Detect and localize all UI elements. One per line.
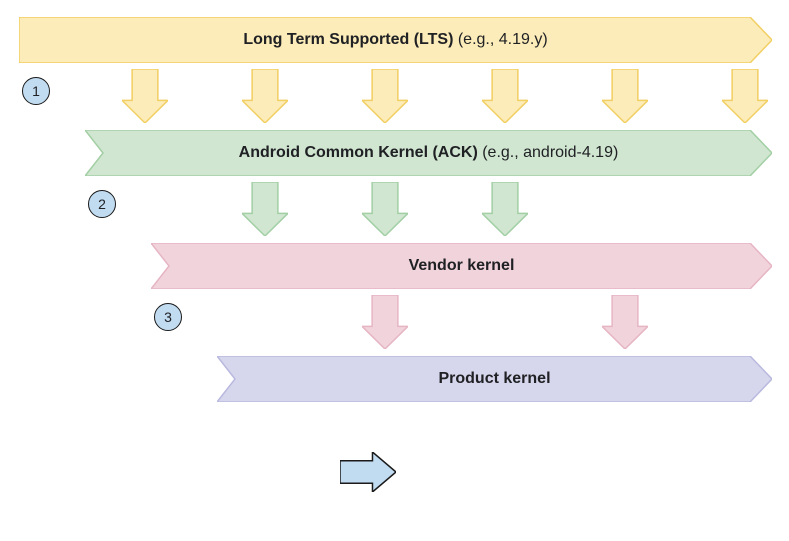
lts-bar: Long Term Supported (LTS) (e.g., 4.19.y) (19, 17, 772, 63)
time-arrow (340, 452, 396, 492)
down-arrow-icon (602, 69, 648, 123)
down-arrow-icon (362, 295, 408, 349)
down-arrow-icon (362, 69, 408, 123)
ack-bar: Android Common Kernel (ACK) (e.g., andro… (85, 130, 772, 176)
vendor-bar: Vendor kernel (151, 243, 772, 289)
down-arrow-icon (362, 182, 408, 236)
down-arrow-icon (482, 182, 528, 236)
product-bar-shape (217, 356, 772, 402)
down-arrow-icon (242, 182, 288, 236)
down-arrow-icon (242, 69, 288, 123)
down-arrow-icon (482, 69, 528, 123)
time-arrow-shape (340, 452, 396, 492)
down-arrow-icon (122, 69, 168, 123)
down-arrow-icon (602, 295, 648, 349)
lts-bar-shape (19, 17, 772, 63)
down-arrow-icon (722, 69, 768, 123)
kernel-hierarchy-diagram: Long Term Supported (LTS) (e.g., 4.19.y)… (0, 0, 789, 541)
vendor-bar-shape (151, 243, 772, 289)
ack-bar-shape (85, 130, 772, 176)
product-bar: Product kernel (217, 356, 772, 402)
step-badge-1: 1 (22, 77, 50, 105)
step-badge-2: 2 (88, 190, 116, 218)
step-badge-3: 3 (154, 303, 182, 331)
